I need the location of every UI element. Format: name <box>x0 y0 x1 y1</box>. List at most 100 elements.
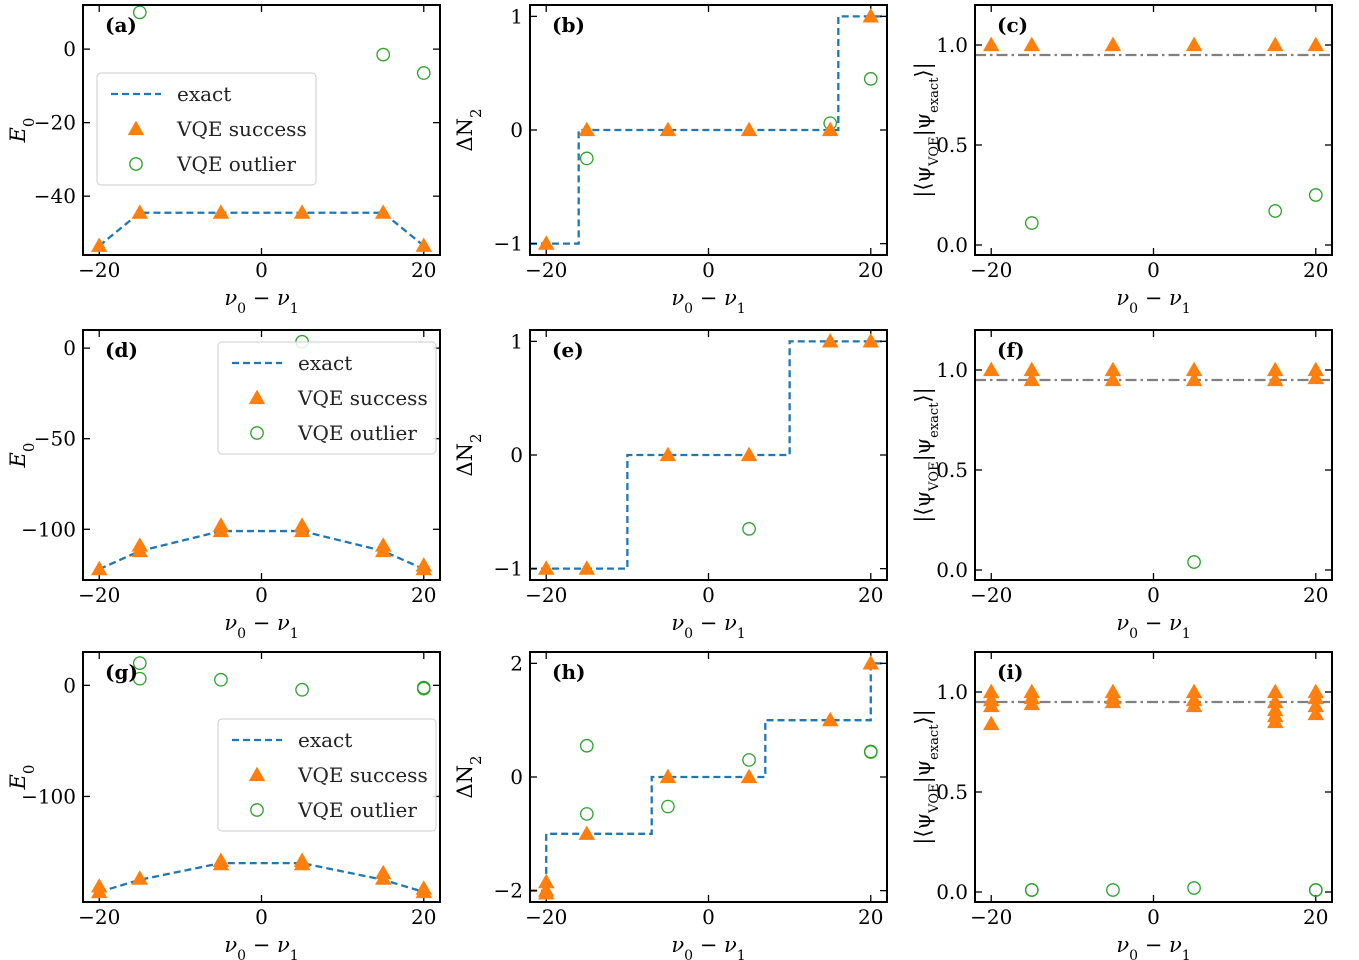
legend-entry-label: exact <box>298 351 352 375</box>
success-point <box>537 560 555 575</box>
y-axis-label: ΔN2 <box>453 108 485 151</box>
panel-label: (f) <box>997 338 1025 362</box>
outlier-point <box>1187 881 1201 895</box>
chart-panel: −20 0 20 0.0 0.5 1.0 (c) ν0 − ν1 |⟨ψVQE|ψexact⟩| <box>911 4 1333 317</box>
exact-series-line <box>98 861 425 894</box>
success-point <box>374 204 392 219</box>
success-point <box>1185 697 1203 713</box>
y-tick-label: −40 <box>34 184 76 208</box>
x-tick-label: 20 <box>858 258 883 282</box>
x-tick-label: 0 <box>255 905 268 929</box>
success-point <box>740 768 758 784</box>
success-point <box>740 446 758 462</box>
x-tick-label: 0 <box>255 583 268 607</box>
success-point <box>1307 36 1325 52</box>
success-point <box>537 235 555 250</box>
x-tick-label: 0 <box>1147 905 1160 929</box>
outlier-point <box>1308 883 1323 897</box>
outlier-point <box>579 807 594 821</box>
success-point <box>659 446 677 462</box>
legend-entry-label: VQE success <box>297 386 428 410</box>
success-point <box>90 237 108 252</box>
outlier-point <box>742 753 756 767</box>
legend-success-key <box>127 120 145 136</box>
panel-label: (e) <box>552 338 584 362</box>
x-tick-label: 20 <box>1303 905 1328 929</box>
success-point <box>982 697 1000 713</box>
plot-area <box>98 529 425 571</box>
outlier-point <box>416 66 431 80</box>
outlier-point <box>863 745 878 759</box>
legend-entry-label: VQE success <box>297 763 428 787</box>
chart-panel: −20 0 20 −1 0 1 (e) ν0 − ν1 ΔN2 <box>453 329 888 642</box>
success-point <box>578 121 596 137</box>
y-axis-label: ΔN2 <box>453 755 485 798</box>
success-point <box>1104 361 1122 377</box>
success-point <box>659 768 677 784</box>
success-point <box>90 560 108 576</box>
success-point <box>1023 371 1041 387</box>
y-tick-label: −100 <box>21 784 76 808</box>
success-point <box>1307 697 1325 713</box>
x-tick-label: −20 <box>970 905 1012 929</box>
x-tick-label: 20 <box>411 258 436 282</box>
success-point <box>1266 713 1284 729</box>
legend-box <box>217 718 437 832</box>
exact-series-line <box>530 340 887 570</box>
y-tick-label: −1 <box>494 232 523 256</box>
success-point <box>212 517 230 532</box>
y-tick-label: 1 <box>510 329 523 353</box>
plot-frame <box>82 4 441 256</box>
legend-box <box>217 341 437 455</box>
success-point <box>1266 361 1284 377</box>
outlier-point <box>579 738 594 753</box>
legend: exact VQE success VQE outlier <box>217 341 437 455</box>
success-point <box>1023 36 1041 52</box>
success-point <box>1023 361 1041 377</box>
x-tick-label: 20 <box>1303 258 1328 282</box>
success-point <box>293 204 311 219</box>
success-point <box>862 7 880 23</box>
success-point <box>1023 695 1041 711</box>
success-point <box>374 537 392 552</box>
success-point <box>659 121 677 137</box>
success-point <box>1307 689 1325 705</box>
plot-frame <box>974 651 1333 903</box>
x-axis-label: ν0 − ν1 <box>224 286 298 317</box>
success-point <box>1185 36 1203 52</box>
y-tick-label: 2 <box>510 651 523 675</box>
legend-outlier-key <box>250 426 264 440</box>
success-point <box>1266 693 1284 709</box>
x-tick-label: 0 <box>702 258 715 282</box>
y-axis-label: |⟨ψVQE|ψexact⟩| <box>911 62 942 197</box>
success-point <box>537 873 555 889</box>
plot-frame <box>82 329 441 581</box>
panel-label: (b) <box>552 13 585 37</box>
success-point <box>90 878 108 893</box>
plot-area <box>530 15 887 245</box>
success-point <box>1307 369 1325 385</box>
success-point <box>415 237 433 252</box>
plot-frame <box>974 4 1333 256</box>
success-point <box>1307 705 1325 721</box>
success-point <box>1307 361 1325 377</box>
legend-success-key <box>248 766 266 782</box>
outlier-point <box>1024 883 1039 897</box>
x-tick-label: 20 <box>1303 583 1328 607</box>
legend: exact VQE success VQE outlier <box>217 718 437 832</box>
x-tick-label: −20 <box>525 583 567 607</box>
y-tick-label: 0 <box>63 37 76 61</box>
success-point <box>1266 371 1284 387</box>
success-point <box>1185 371 1203 387</box>
legend-entry-label: exact <box>177 82 231 106</box>
success-point <box>982 36 1000 52</box>
legend-outlier-key <box>129 157 143 171</box>
success-point <box>1104 371 1122 387</box>
success-point <box>212 204 230 219</box>
y-tick-label: 0.0 <box>936 558 968 582</box>
success-point <box>293 517 311 532</box>
exact-series-line <box>98 529 425 571</box>
y-axis-label: E0 <box>6 443 38 469</box>
